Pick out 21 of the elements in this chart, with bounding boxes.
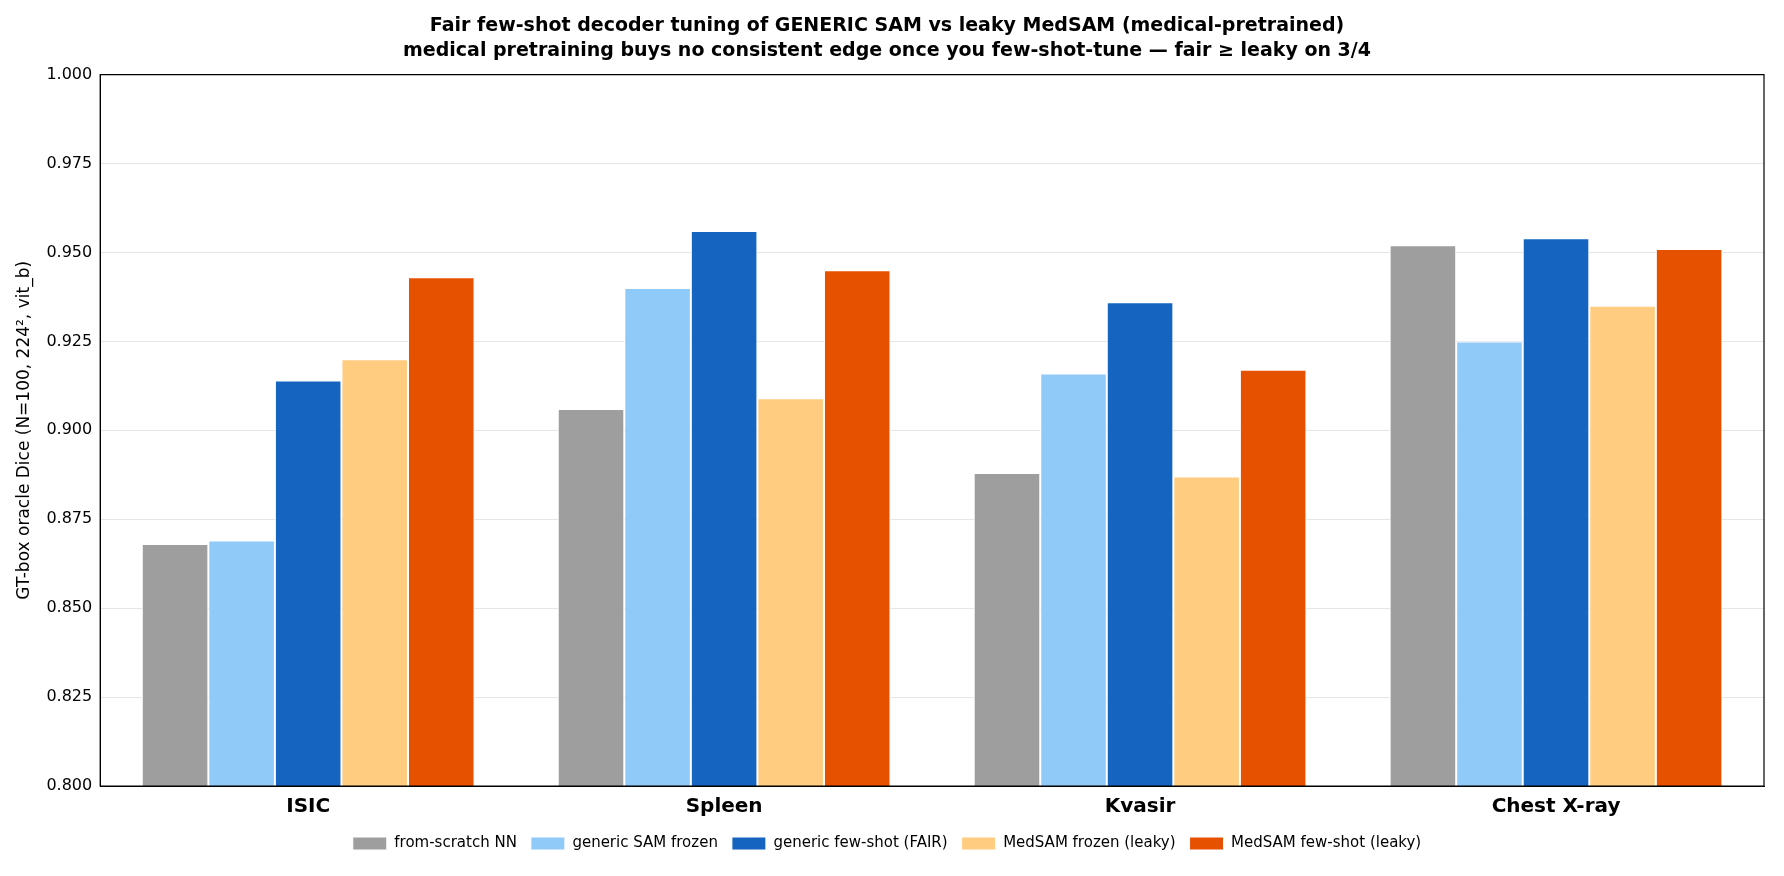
- legend-label: generic few-shot (FAIR): [773, 833, 948, 852]
- legend-label: generic SAM frozen: [572, 833, 718, 852]
- y-tick-label: 0.950: [46, 241, 93, 261]
- x-tick-label: Kvasir: [1104, 793, 1176, 818]
- x-tick-label: ISIC: [286, 793, 331, 818]
- y-tick-label: 0.825: [46, 686, 93, 706]
- legend-label: MedSAM frozen (leaky): [1003, 833, 1176, 852]
- chart-title: Fair few-shot decoder tuning of GENERIC SAM vs leaky MedSAM (medical-pretrained): [429, 13, 1345, 36]
- y-tick-label: 0.875: [46, 508, 93, 528]
- y-axis-title: GT-box oracle Dice (N=100, 224², vit_b): [12, 260, 34, 600]
- y-tick-label: 0.800: [46, 775, 93, 795]
- chart-subtitle: medical pretraining buys no consistent edge once you few-shot-tune — fair ≥ leaky on 3/4: [403, 38, 1371, 61]
- x-tick-label: Chest X-ray: [1491, 793, 1621, 818]
- y-tick-label: 0.900: [46, 419, 93, 439]
- y-tick-label: 0.850: [46, 597, 93, 617]
- legend-label: from-scratch NN: [394, 833, 517, 852]
- y-tick-label: 0.975: [46, 152, 93, 172]
- legend-label: MedSAM few-shot (leaky): [1231, 833, 1422, 852]
- y-tick-label: 1.000: [46, 63, 93, 83]
- y-tick-label: 0.925: [46, 330, 93, 350]
- x-tick-label: Spleen: [685, 793, 763, 818]
